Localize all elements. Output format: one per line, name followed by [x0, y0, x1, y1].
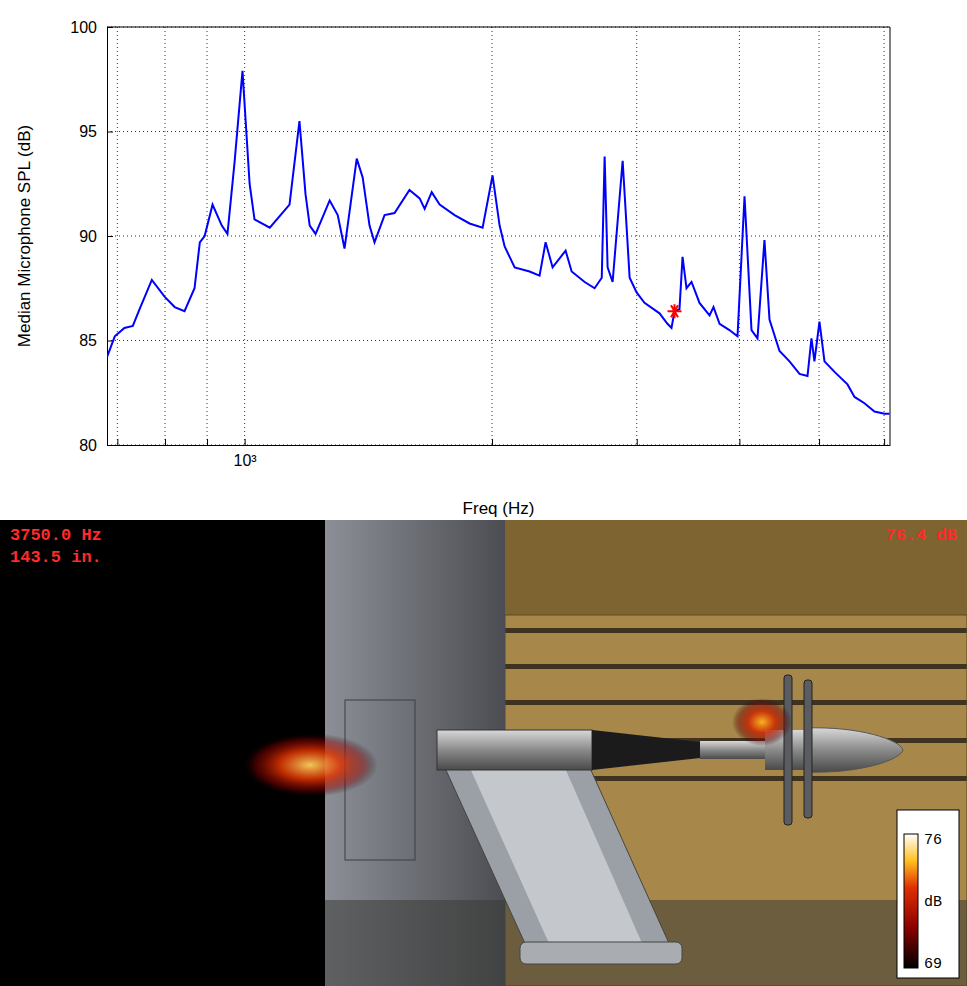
x-tick	[637, 439, 638, 445]
tunnel-wall	[325, 520, 967, 986]
grid-line-y	[107, 340, 890, 341]
series-line	[107, 71, 889, 414]
x-tick-mark	[207, 439, 208, 445]
x-tick-mark	[117, 439, 118, 445]
y-tick-mark	[107, 132, 113, 133]
y-tick: 90	[79, 228, 113, 245]
line-chart: 10³ 80 85 90 95 100 Freq (Hz) Median Microphone…	[15, 19, 891, 518]
y-axis-title: Median Microphone SPL (dB)	[15, 125, 34, 347]
grid-line-x	[117, 27, 118, 445]
x-tick	[819, 439, 820, 445]
x-tick-mark	[492, 439, 493, 445]
y-tick: 80	[79, 437, 113, 454]
grid-line-y	[107, 27, 890, 28]
propeller-blade	[804, 680, 812, 818]
x-tick-mark	[739, 439, 740, 445]
model-cone	[592, 730, 700, 770]
pylon-face	[470, 768, 645, 950]
x-tick: 10³	[234, 439, 258, 469]
x-tick	[165, 439, 166, 445]
colorbar-box	[897, 810, 959, 978]
noise-source	[242, 733, 378, 797]
y-tick-mark	[107, 27, 113, 28]
x-tick	[492, 439, 493, 445]
wall-slat	[505, 628, 967, 633]
noise-source	[732, 698, 792, 746]
y-tick-mark	[107, 236, 113, 237]
background	[0, 0, 967, 986]
x-axis: 10³	[108, 439, 891, 469]
x-tick-label: 10³	[234, 452, 258, 469]
star-marker	[668, 304, 682, 318]
annotation: 143.5 in.	[10, 548, 102, 567]
x-axis-line	[108, 445, 891, 446]
x-tick	[117, 439, 118, 445]
annotation: 3750.0 Hz	[10, 526, 102, 545]
colorbar-label: dB	[924, 894, 942, 911]
wall-slat	[505, 700, 967, 705]
grid-line-x	[165, 27, 166, 445]
x-tick	[207, 439, 208, 445]
x-tick-mark	[819, 439, 820, 445]
grid-line-y	[107, 131, 890, 132]
grid-line-x	[636, 27, 637, 445]
acoustic-map: 3750.0 Hz 143.5 in. 76.4 dB 69 76 dB	[0, 520, 967, 986]
y-tick: 85	[79, 332, 113, 349]
y-axis: 80 85 90 95 100	[70, 19, 113, 454]
model-body	[437, 730, 592, 770]
colorbar-tick-label: 76	[924, 832, 942, 849]
y-tick-label: 95	[79, 123, 97, 140]
frame-right	[890, 27, 891, 445]
colorbar	[904, 834, 918, 968]
annotation: 76.4 dB	[886, 526, 957, 545]
base-plate	[520, 942, 682, 964]
y-tick: 95	[79, 123, 113, 140]
x-axis-title: Freq (Hz)	[463, 499, 535, 518]
x-tick-mark	[637, 439, 638, 445]
plot-marks	[107, 71, 889, 414]
y-tick: 100	[70, 19, 113, 36]
y-tick-label: 80	[79, 437, 97, 454]
y-tick-mark	[107, 445, 113, 446]
pylon	[445, 768, 672, 950]
grid-line-y	[107, 236, 890, 237]
grid-line-y	[107, 445, 890, 446]
spinner	[805, 728, 903, 772]
x-tick-mark	[165, 439, 166, 445]
propeller-blade	[784, 675, 792, 825]
wall-slat	[505, 664, 967, 669]
x-tick-mark	[245, 439, 246, 445]
y-tick-label: 85	[79, 332, 97, 349]
y-tick-label: 100	[70, 19, 97, 36]
x-tick	[884, 439, 885, 445]
x-tick	[739, 439, 740, 445]
grid	[107, 27, 890, 445]
colorbar-tick-label: 69	[924, 956, 942, 973]
frame-top	[107, 27, 890, 28]
x-tick-mark	[884, 439, 885, 445]
y-tick-label: 90	[79, 228, 97, 245]
